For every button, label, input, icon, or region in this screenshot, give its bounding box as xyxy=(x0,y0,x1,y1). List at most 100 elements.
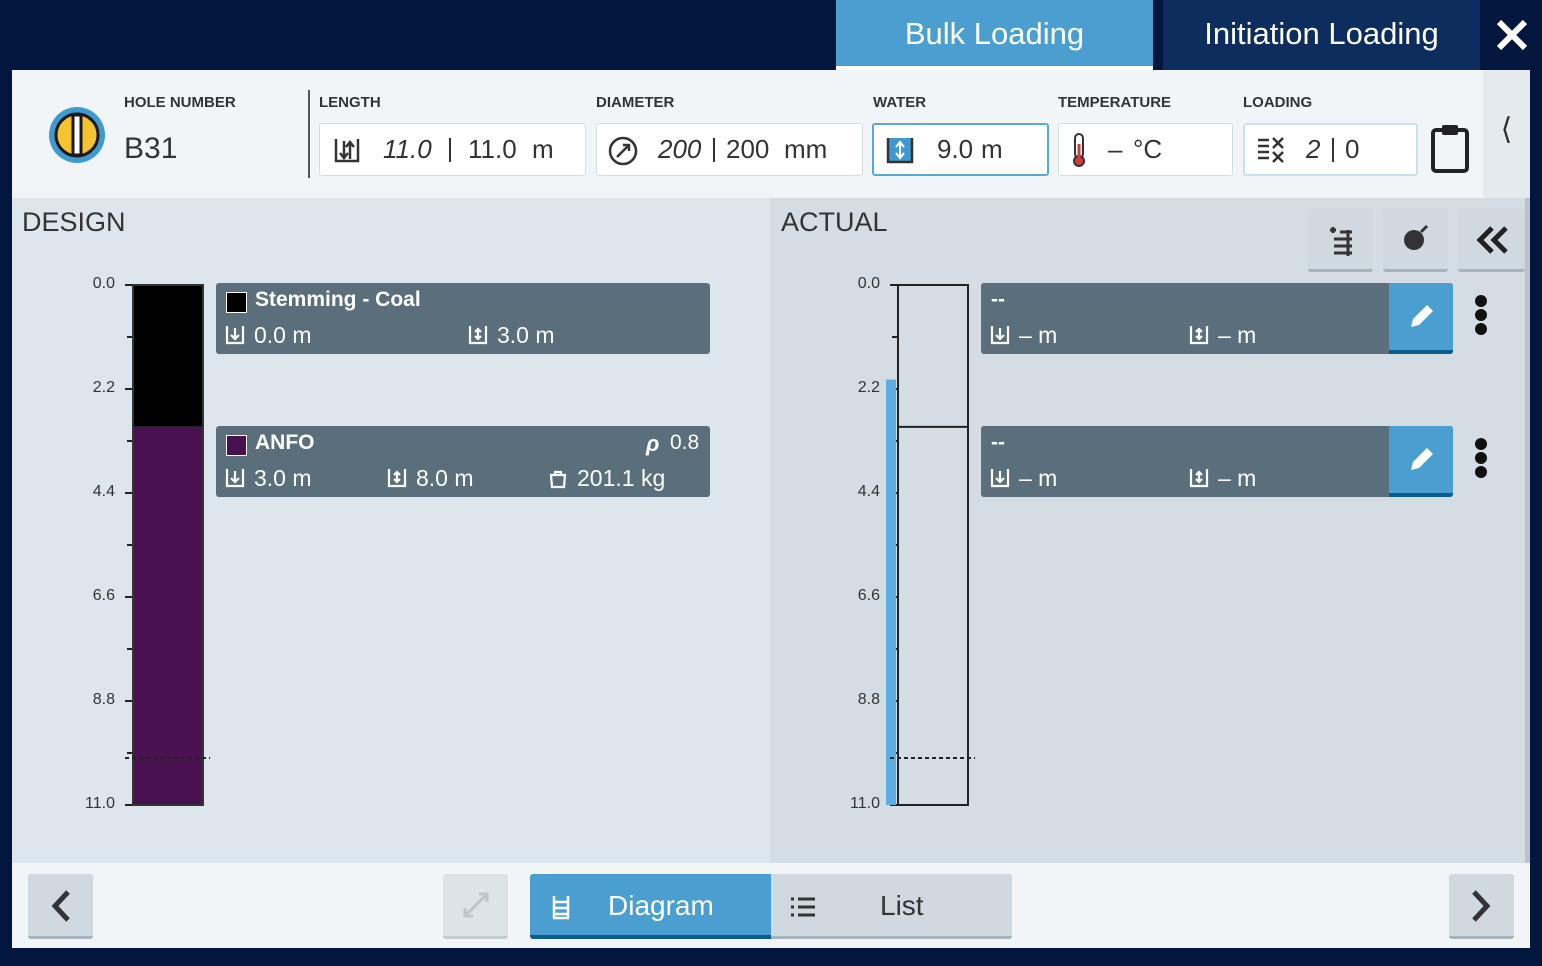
diameter-field[interactable] xyxy=(596,123,863,176)
tab-bulk[interactable]: Bulk Loading xyxy=(836,0,1153,70)
unit: m xyxy=(981,134,1003,164)
collapse-button[interactable] xyxy=(1458,208,1525,272)
unit: m xyxy=(532,134,554,164)
deck-to: 8.0 m xyxy=(416,465,474,491)
primer-button[interactable] xyxy=(1383,208,1448,272)
to-icon xyxy=(1189,326,1209,345)
mass-icon xyxy=(549,470,567,489)
more-button[interactable] xyxy=(1470,436,1492,492)
deck-swatch xyxy=(226,292,247,313)
deck-name: Stemming - Coal xyxy=(255,288,421,311)
water-icon xyxy=(886,138,914,164)
deck-from: 3.0 m xyxy=(254,465,312,491)
deck-name: -- xyxy=(991,288,1005,311)
from-icon xyxy=(990,326,1010,345)
depth-tick-label: 11.0 xyxy=(85,795,115,812)
prev-button[interactable] xyxy=(28,874,93,939)
deck-to: 3.0 m xyxy=(497,322,555,348)
loading-design: 2 xyxy=(1306,134,1321,164)
depth-tick-label: 4.4 xyxy=(857,483,880,500)
from-icon xyxy=(990,469,1010,488)
field-label: LOADING xyxy=(1243,94,1313,111)
length-icon xyxy=(334,139,360,163)
to-icon xyxy=(387,469,407,488)
hole-icon xyxy=(49,107,105,163)
diameter-design: 200 xyxy=(658,134,702,164)
deck-segment xyxy=(133,426,203,805)
density-symbol: ρ xyxy=(646,431,660,456)
column-outline xyxy=(897,284,969,806)
next-button[interactable] xyxy=(1449,874,1514,939)
depth-tick-label: 6.6 xyxy=(857,587,880,604)
depth-tick-label: 0.0 xyxy=(92,275,115,292)
diameter-icon xyxy=(608,136,638,166)
depth-tick-label: 2.2 xyxy=(92,379,115,396)
deck-name: ANFO xyxy=(255,431,315,454)
depth-tick-label: 4.4 xyxy=(92,483,115,500)
edit-button[interactable] xyxy=(1389,283,1453,354)
deck-to: – m xyxy=(1218,465,1257,491)
depth-tick-label: 2.2 xyxy=(857,379,880,396)
length-design: 11.0 xyxy=(383,134,432,164)
deck-mass: 201.1 kg xyxy=(577,465,666,491)
field-label: LENGTH xyxy=(319,94,381,111)
length-field[interactable] xyxy=(319,123,586,176)
section-title: ACTUAL xyxy=(781,207,888,237)
tab-label: List xyxy=(880,890,924,921)
collapse-tab[interactable]: ⟨ xyxy=(1483,70,1530,198)
deck-from: – m xyxy=(1019,465,1058,491)
field-label: HOLE NUMBER xyxy=(124,94,236,111)
deck-to: – m xyxy=(1218,322,1257,348)
separator xyxy=(1332,138,1334,162)
close-button[interactable] xyxy=(1494,17,1530,53)
field-label: TEMPERATURE xyxy=(1058,94,1172,111)
separator xyxy=(713,138,715,162)
tab-initiation[interactable]: Initiation Loading xyxy=(1163,0,1480,70)
deck-card: -- – m – m xyxy=(981,426,1453,497)
diagram-tab[interactable]: Diagram xyxy=(530,874,771,939)
add-deck-button[interactable] xyxy=(1308,208,1373,272)
loading-actual: 0 xyxy=(1345,134,1360,164)
depth-tick-label: 6.6 xyxy=(92,587,115,604)
deck-swatch xyxy=(226,435,247,456)
to-icon xyxy=(1189,469,1209,488)
hole-number: B31 xyxy=(124,132,178,165)
field-label: WATER xyxy=(873,94,927,111)
deck-name: -- xyxy=(991,431,1005,454)
length-actual: 11.0 xyxy=(468,134,517,164)
thermometer-icon xyxy=(1073,133,1085,167)
from-icon xyxy=(225,469,245,488)
deck-segment xyxy=(133,285,203,427)
section-title: DESIGN xyxy=(22,207,126,237)
edit-button[interactable] xyxy=(1389,426,1453,497)
temperature-value: – xyxy=(1108,134,1123,164)
deck-from: 0.0 m xyxy=(254,322,312,348)
from-icon xyxy=(225,326,245,345)
unit: °C xyxy=(1133,134,1163,164)
depth-tick-label: 11.0 xyxy=(850,795,880,812)
deck-card: ANFO ρ 0.8 3.0 m 8.0 m 201.1 kg xyxy=(216,426,710,497)
expand-button[interactable] xyxy=(443,874,508,939)
list-tab[interactable]: List xyxy=(771,874,1012,939)
field-label: DIAMETER xyxy=(596,94,675,111)
water-level xyxy=(886,379,896,805)
more-button[interactable] xyxy=(1470,293,1492,349)
tab-label: Diagram xyxy=(608,890,714,921)
density: 0.8 xyxy=(670,431,700,454)
water-value: 9.0 xyxy=(937,134,974,164)
clipboard-button[interactable] xyxy=(1430,122,1470,174)
diameter-actual: 200 xyxy=(726,134,770,164)
loading-icon xyxy=(1258,137,1284,163)
loading-field[interactable] xyxy=(1243,123,1418,176)
depth-tick-label: 8.8 xyxy=(857,691,880,708)
unit: mm xyxy=(784,134,828,164)
depth-tick-label: 0.0 xyxy=(857,275,880,292)
deck-card: Stemming - Coal 0.0 m 3.0 m xyxy=(216,283,710,354)
separator xyxy=(449,138,451,162)
deck-from: – m xyxy=(1019,322,1058,348)
temperature-field[interactable] xyxy=(1058,123,1233,176)
to-icon xyxy=(468,326,488,345)
divider xyxy=(308,90,310,178)
